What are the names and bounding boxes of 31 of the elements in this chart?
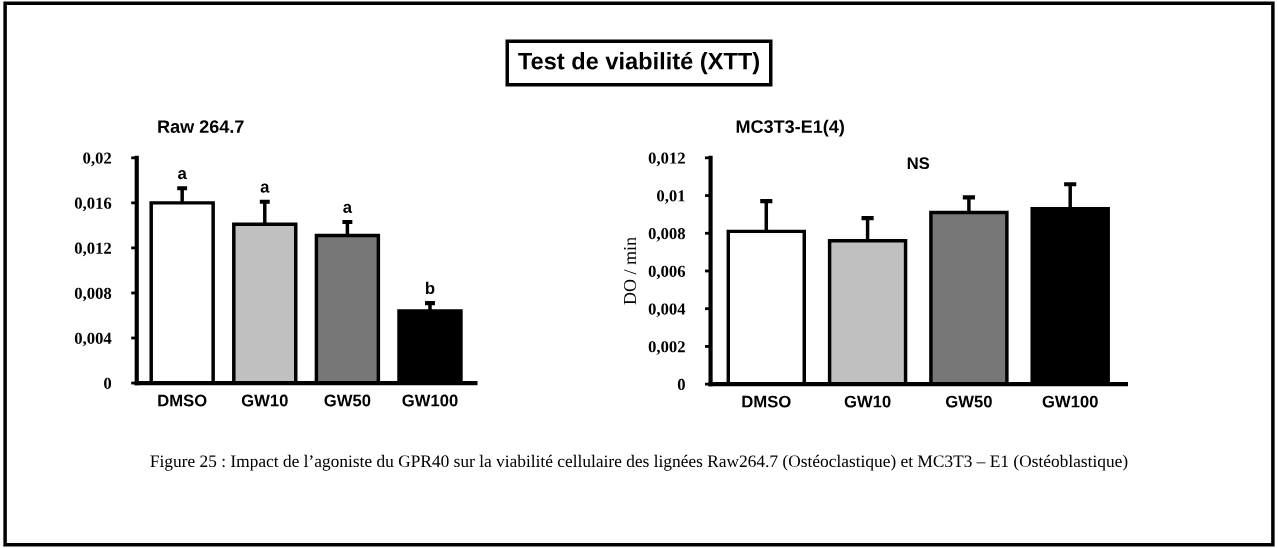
y-tick-label: 0,01 (657, 190, 685, 204)
caption: Figure 25 : Impact de l’agoniste du GPR40 sur la viabilité cellulaire des lignées Raw264.7 (Ostéoclastique) et MC3T3 – E1 (Ostéoblastique) (150, 454, 1128, 471)
x-tick-label: DMSO (742, 395, 791, 408)
x-tick-label: GW100 (1042, 395, 1098, 408)
y-axis-title: DO / min (623, 237, 637, 305)
y-tick-label: 0,02 (83, 152, 112, 167)
y-tick-label: 0,008 (74, 287, 112, 302)
y-tick-label: 0,012 (648, 152, 685, 167)
y-tick-label: 0 (104, 377, 112, 389)
text: Test de viabilité (XTT) (518, 51, 759, 75)
y-tick-label: 0 (677, 378, 685, 391)
chart-title: MC3T3-E1(4) (736, 119, 844, 137)
x-tick-label: GW10 (241, 394, 288, 407)
x-tick-label: GW50 (324, 394, 371, 407)
y-tick-label: 0,002 (648, 341, 685, 355)
y-tick-label: 0,004 (648, 303, 686, 318)
y-tick-label: 0,016 (74, 197, 112, 212)
x-tick-label: GW50 (945, 395, 992, 408)
annotation: a (343, 203, 353, 213)
chart-title: Raw 264.7 (158, 120, 244, 133)
annotation: NS (907, 157, 930, 170)
x-tick-label: GW10 (844, 395, 891, 408)
annotation: a (260, 183, 270, 193)
y-tick-label: 0,008 (648, 227, 686, 242)
y-tick-label: 0,006 (648, 265, 686, 280)
x-tick-label: DMSO (158, 394, 207, 407)
annotation: b (425, 281, 435, 295)
annotation: a (178, 170, 187, 180)
x-tick-label: GW100 (402, 394, 458, 407)
y-tick-label: 0,004 (74, 332, 112, 347)
y-tick-label: 0,012 (74, 242, 112, 257)
